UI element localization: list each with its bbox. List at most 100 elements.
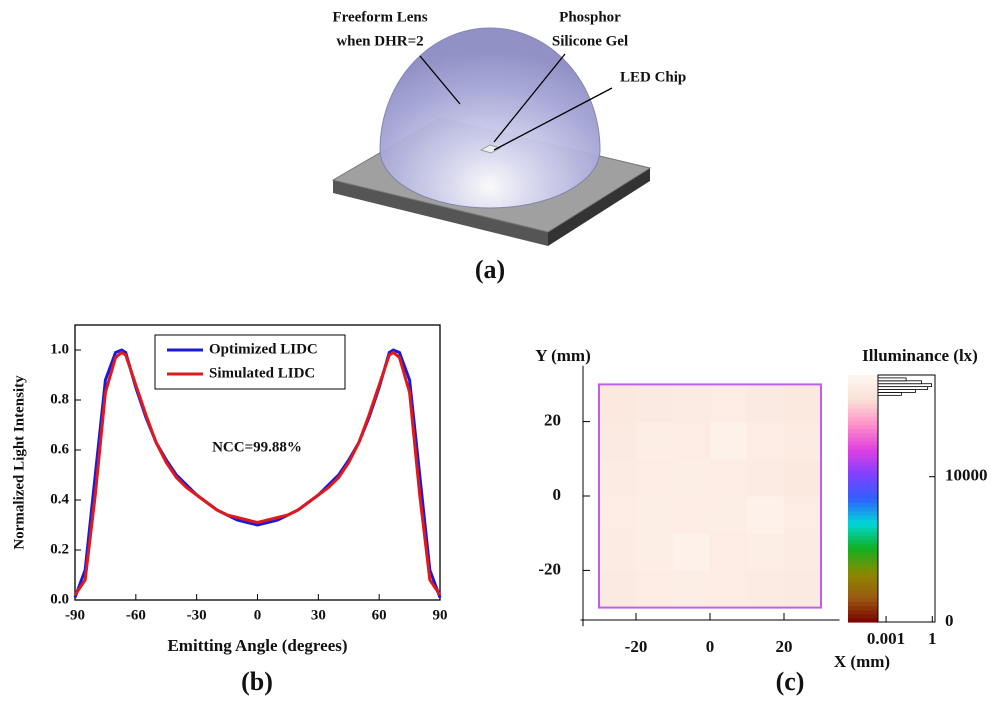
colorbar-strip [848,589,878,594]
plate-side [548,168,650,246]
colorbar-strip [848,539,878,545]
heat-cell [673,570,711,609]
colorbar-strip [848,432,878,438]
colorbar-strip [848,416,878,421]
heat-cell [710,458,748,497]
heat-cell [747,384,785,423]
colorbar-strip [848,552,878,557]
heat-cell [710,570,748,609]
heat-cell [784,421,822,460]
plate-side [333,180,548,246]
label: LED Chip [620,69,686,85]
heat-cell [599,421,637,460]
colorbar-strip [848,428,878,434]
heat-cell [710,421,748,460]
heat-cell [747,458,785,497]
heat-cell [747,533,785,571]
heat-cell [599,496,637,534]
data-line [73,350,442,596]
label: Freeform Lens [332,9,427,25]
heat-cell [673,496,711,534]
leader-line [493,87,613,151]
histogram-bar [877,383,932,388]
colorbar-strip [848,473,878,479]
colorbar-strip [848,543,878,549]
y-tick-label: 0.2 [50,541,69,557]
heat-cell [636,458,674,497]
colorbar-strip [848,601,878,607]
x-tick-label: -30 [187,607,207,623]
y-tick-label: 0.4 [50,491,69,507]
heat-cell [636,384,674,423]
legend-box [154,334,346,390]
colorbar-strip [848,572,878,578]
colorbar-strip [848,564,878,570]
colorbar-strip [848,514,878,520]
label: when DHR=2 [336,33,423,49]
x-axis-label: X (mm) [834,652,890,671]
colorbar-tick-label: 0 [945,611,954,630]
histogram-bar [877,377,907,382]
caption: (a) [475,255,505,284]
x-axis-label: Emitting Angle (degrees) [167,636,347,655]
heat-cell [710,496,748,534]
label: Silicone Gel [552,33,628,49]
heat-cell [784,570,822,609]
colorbar-strip [848,469,878,475]
caption: (c) [776,667,805,696]
legend-label: Optimized LIDC [209,341,318,357]
x-tick-label: 30 [311,607,326,623]
colorbar-strip [848,420,878,425]
heat-cell [673,384,711,423]
colorbar-strip [848,383,878,388]
heat-cell [636,533,674,571]
colorbar-strip [848,605,878,611]
x-tick-label: -90 [65,607,85,623]
colorbar-strip [848,482,878,487]
heat-cell [599,533,637,571]
colorbar-strip [848,457,878,463]
colorbar-strip [848,576,878,582]
x-tick-label: 20 [776,637,793,656]
histogram-bar [877,380,922,385]
plot-frame [598,383,822,609]
histogram-frame [877,374,936,623]
colorbar-strip [848,584,878,590]
colorbar-strip [848,449,878,454]
y-tick-label: 0.6 [50,441,69,457]
heat-cell [747,570,785,609]
heat-cell [599,458,637,497]
y-tick-label: 0.0 [50,591,69,607]
colorbar-strip [848,560,878,565]
led-diagram [331,27,652,246]
colorbar-strip [848,527,878,533]
colorbar-strip [848,465,878,471]
colorbar-strip [848,613,878,619]
heat-cell [636,570,674,609]
leader-line [493,53,566,143]
colorbar-strip [848,498,878,504]
colorbar-strip [848,440,878,446]
x-tick-label: 90 [433,607,448,623]
x-tick-label: 0 [254,607,262,623]
colorbar-strip [848,568,878,574]
histogram-tick-label: 1 [928,629,937,648]
annotation: NCC=99.88% [212,439,302,455]
colorbar-strip [848,494,878,500]
lens-dome [379,27,601,209]
colorbar-strip [848,387,878,393]
colorbar-strip [848,477,878,483]
leader-line [419,55,461,105]
legend-label: Simulated LIDC [209,365,315,381]
y-axis-label: Normalized Light Intensity [11,375,27,550]
heat-cell [784,384,822,423]
colorbar-strip [848,502,878,508]
x-tick-label: 60 [372,607,387,623]
colorbar-strip [848,461,878,467]
colorbar-strip [848,531,878,537]
colorbar-strip [848,412,878,417]
colorbar-strip [848,379,878,384]
histogram-bar [877,392,902,396]
colorbar-strip [848,395,878,401]
colorbar-strip [848,506,878,512]
